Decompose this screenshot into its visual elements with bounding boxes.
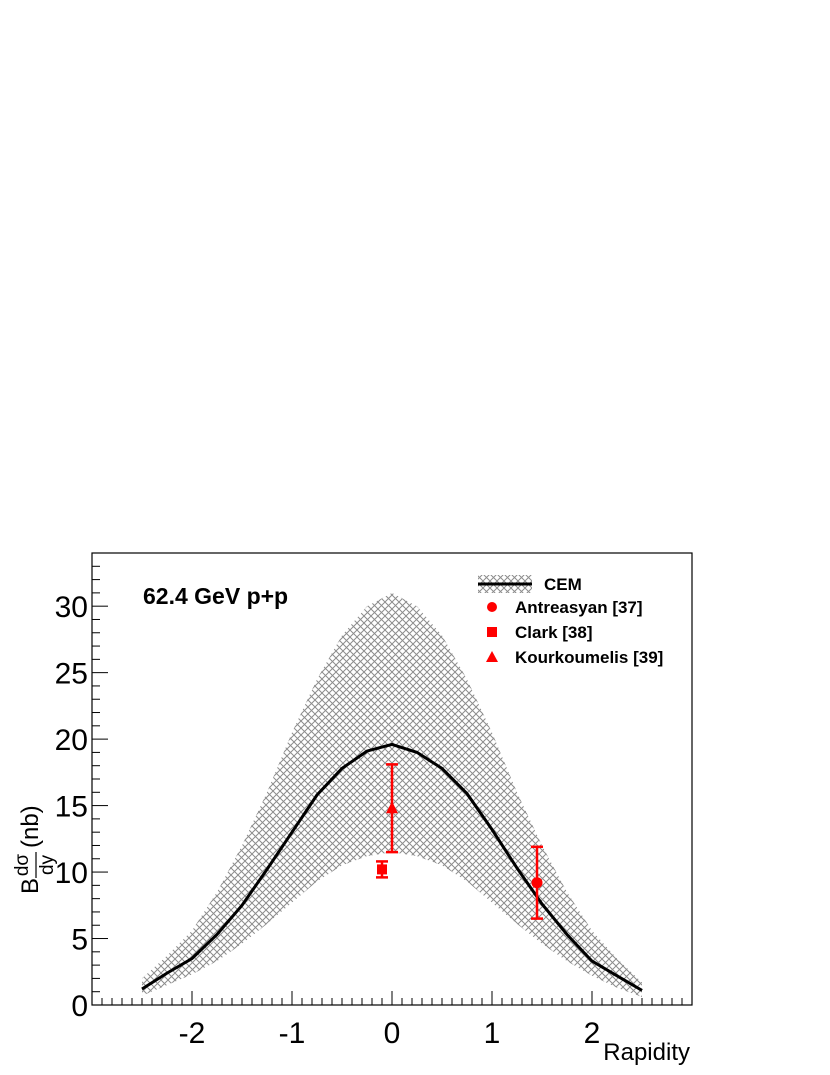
legend-label-cem: CEM <box>544 575 582 594</box>
y-axis-unit: (nb) <box>17 805 44 848</box>
legend-label-antreasyan: Antreasyan [37] <box>515 598 643 617</box>
y-axis-prefix: B <box>17 878 44 894</box>
x-tick-label: 1 <box>484 1017 501 1050</box>
y-tick-label: 5 <box>71 924 88 957</box>
legend: CEM Antreasyan [37] Clark [38] Kourkoume… <box>478 575 663 667</box>
legend-entry-cem: CEM <box>478 575 582 594</box>
legend-circle-marker <box>487 602 497 612</box>
x-axis-title: Rapidity <box>603 1039 690 1066</box>
x-tick-label: 0 <box>384 1017 401 1050</box>
legend-triangle-marker <box>486 651 498 662</box>
cem-line <box>141 742 643 992</box>
legend-entry-clark: Clark [38] <box>487 623 592 642</box>
y-tick-label: 25 <box>55 658 88 691</box>
legend-label-clark: Clark [38] <box>515 623 592 642</box>
data-point-triangle <box>386 763 398 854</box>
data-points-layer <box>376 763 543 920</box>
x-tick-label: 2 <box>584 1017 601 1050</box>
y-tick-label: 0 <box>71 990 88 1023</box>
y-tick-label: 15 <box>55 791 88 824</box>
circle-marker <box>531 877 543 889</box>
y-axis-numerator: dσ <box>12 854 33 877</box>
legend-entry-kourkoumelis: Kourkoumelis [39] <box>486 648 663 667</box>
y-axis-denominator: dy <box>37 854 58 875</box>
axis-ticks-layer <box>92 565 683 1005</box>
y-tick-label: 30 <box>55 591 88 624</box>
x-tick-label: -1 <box>279 1017 306 1050</box>
legend-square-marker <box>487 627 497 637</box>
triangle-marker <box>386 801 398 814</box>
data-point-circle <box>531 845 543 920</box>
legend-label-kourkoumelis: Kourkoumelis [39] <box>515 648 663 667</box>
y-axis-title: B dσ dy (nb) <box>12 805 58 894</box>
y-tick-label: 10 <box>55 857 88 890</box>
legend-entry-antreasyan: Antreasyan [37] <box>487 598 643 617</box>
energy-annotation: 62.4 GeV p+p <box>143 583 288 609</box>
square-marker <box>377 864 387 875</box>
data-point-square <box>376 860 388 879</box>
cem-line-layer <box>141 742 643 992</box>
y-tick-label: 20 <box>55 724 88 757</box>
x-tick-label: -2 <box>179 1017 206 1050</box>
